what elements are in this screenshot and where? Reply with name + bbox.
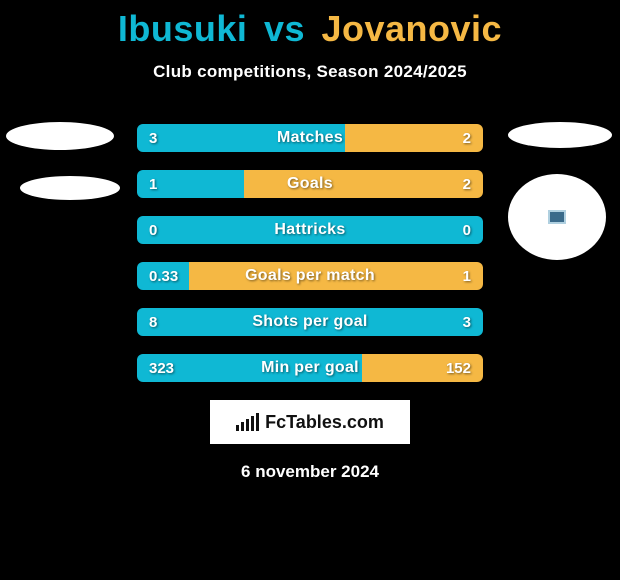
comparison-content: 32Matches 12Goals 00Hattricks 0.331Goals pe… [0, 124, 620, 482]
page-title: Ibusuki vs Jovanovic [0, 0, 620, 50]
stat-label: Shots per goal [137, 308, 483, 336]
stat-label: Matches [137, 124, 483, 152]
subtitle: Club competitions, Season 2024/2025 [0, 62, 620, 82]
player1-avatar-placeholder [6, 122, 114, 150]
logo-bar-icon [236, 425, 239, 431]
player2-club-badge [508, 174, 606, 260]
player1-club-placeholder [20, 176, 120, 200]
logo-bar-icon [246, 419, 249, 431]
stat-label: Goals [137, 170, 483, 198]
stat-label: Min per goal [137, 354, 483, 382]
stat-row: 32Matches [137, 124, 483, 152]
logo-text: FcTables.com [265, 412, 384, 433]
stat-row: 00Hattricks [137, 216, 483, 244]
stat-row: 323152Min per goal [137, 354, 483, 382]
logo-bar-icon [256, 413, 259, 431]
source-logo: FcTables.com [210, 400, 410, 444]
stats-bar-chart: 32Matches 12Goals 00Hattricks 0.331Goals pe… [137, 124, 483, 382]
logo-bar-icon [251, 416, 254, 431]
player1-name: Ibusuki [118, 8, 248, 49]
date-label: 6 november 2024 [0, 462, 620, 482]
logo-bars-icon [236, 413, 259, 431]
title-separator: vs [264, 8, 305, 49]
stat-label: Goals per match [137, 262, 483, 290]
stat-row: 83Shots per goal [137, 308, 483, 336]
club-badge-icon [548, 210, 566, 224]
player2-name: Jovanovic [322, 8, 503, 49]
logo-bar-icon [241, 422, 244, 431]
stat-row: 12Goals [137, 170, 483, 198]
stat-label: Hattricks [137, 216, 483, 244]
stat-row: 0.331Goals per match [137, 262, 483, 290]
player2-avatar-placeholder [508, 122, 612, 148]
